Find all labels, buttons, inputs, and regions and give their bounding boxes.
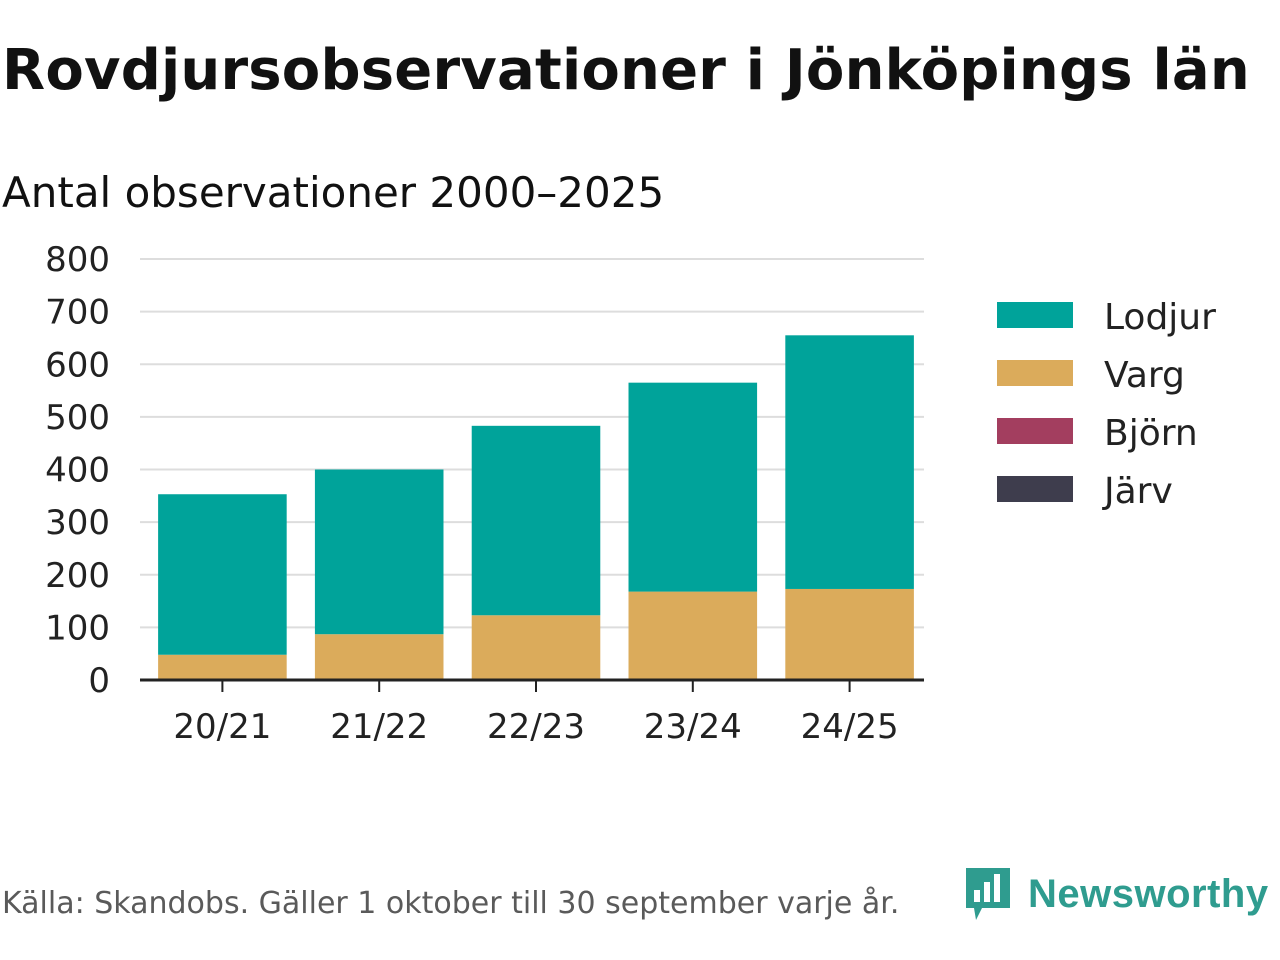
legend-swatch-järv	[997, 476, 1073, 502]
chart-title: Rovdjursobservationer i Jönköpings län	[2, 38, 1250, 103]
legend-label-lodjur: Lodjur	[1104, 297, 1216, 338]
y-tick-label: 600	[45, 345, 110, 385]
bars	[158, 335, 914, 680]
x-tick-label: 20/21	[173, 707, 271, 747]
y-tick-label: 700	[45, 293, 110, 333]
y-tick-label: 500	[45, 398, 110, 438]
chart-subtitle: Antal observationer 2000–2025	[2, 168, 665, 217]
brand[interactable]: Newsworthy	[962, 864, 1269, 924]
legend-swatch-björn	[997, 418, 1073, 444]
bar-lodjur	[471, 425, 601, 616]
bar-varg	[785, 588, 914, 680]
y-tick-label: 100	[45, 608, 110, 648]
x-tick-label: 22/23	[487, 707, 585, 747]
bar-varg	[158, 654, 287, 680]
bar-varg	[314, 634, 444, 680]
source-note: Källa: Skandobs. Gäller 1 oktober till 3…	[2, 886, 900, 921]
brand-name: Newsworthy	[1028, 871, 1269, 916]
bar-varg	[628, 591, 758, 680]
y-tick-label: 0	[88, 661, 110, 701]
legend-label-björn: Björn	[1104, 413, 1198, 454]
x-tick-label: 23/24	[644, 707, 742, 747]
legend-swatch-varg	[997, 360, 1073, 386]
y-tick-label: 400	[45, 451, 110, 491]
x-tick-label: 21/22	[330, 707, 428, 747]
y-tick-label: 800	[45, 240, 110, 280]
axes: 0 100 200 300 400 500 600 700 800 20/21 21/22 22/23…	[45, 240, 924, 747]
bar-lodjur	[628, 382, 758, 592]
bar-lodjur	[314, 469, 444, 635]
legend-label-järv: Järv	[1102, 471, 1173, 512]
y-tick-label: 200	[45, 556, 110, 596]
legend-label-varg: Varg	[1104, 355, 1185, 396]
x-tick-label: 24/25	[801, 707, 899, 747]
bar-varg	[471, 615, 601, 680]
legend: Lodjur Varg Björn Järv	[997, 297, 1216, 512]
bar-lodjur	[785, 335, 914, 589]
y-tick-label: 300	[45, 503, 110, 543]
newsworthy-logo-icon	[966, 868, 1010, 920]
legend-swatch-lodjur	[997, 302, 1073, 328]
bar-lodjur	[158, 494, 287, 655]
